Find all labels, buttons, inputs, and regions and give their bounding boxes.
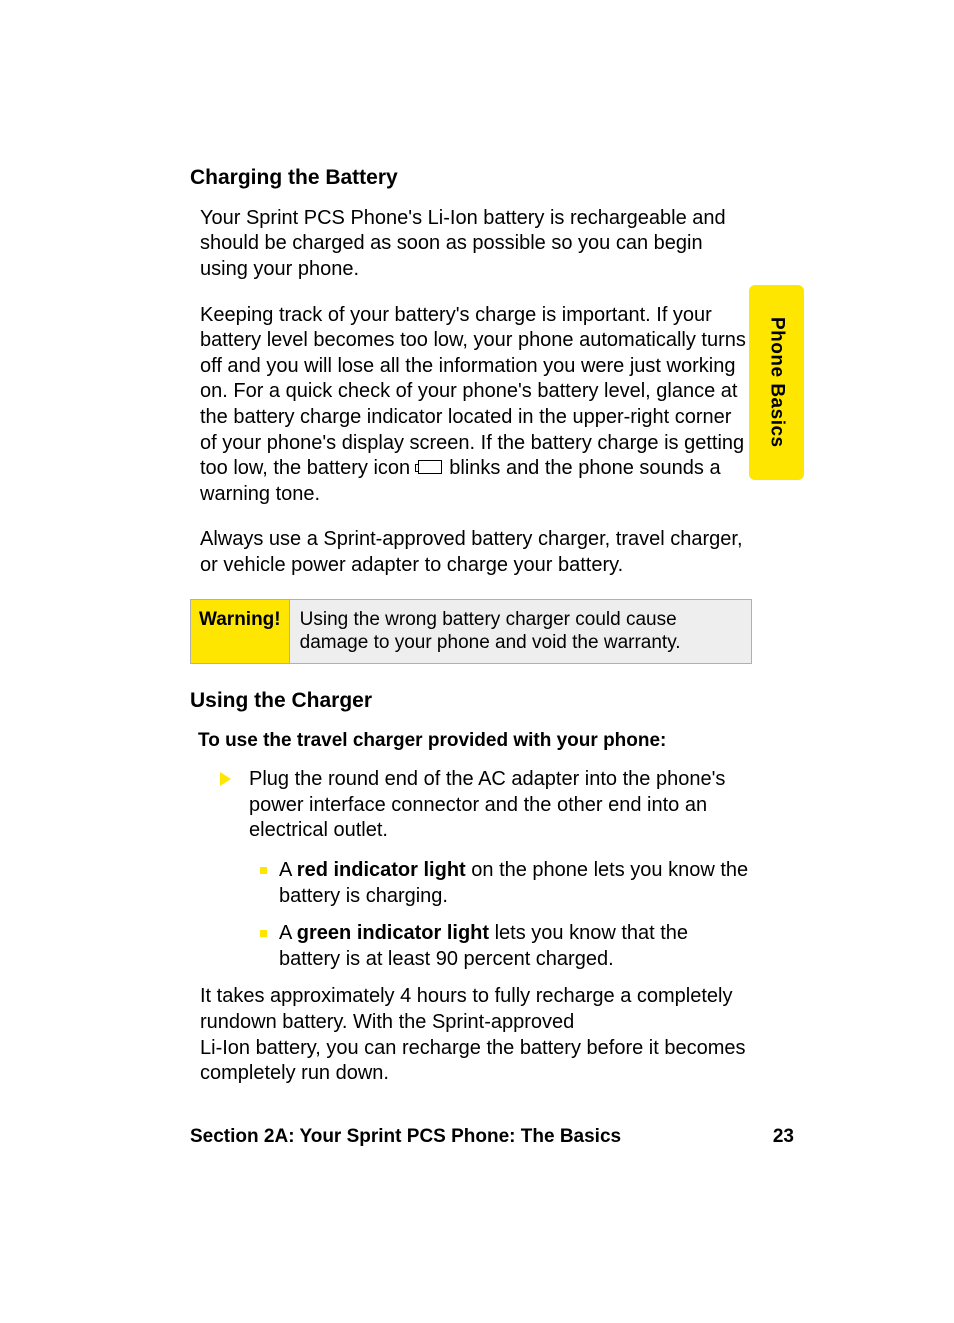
sub-text: A green indicator light lets you know th… xyxy=(279,921,750,972)
text-span: Keeping track of your battery's charge i… xyxy=(200,304,746,480)
sub-text: A red indicator light on the phone lets … xyxy=(279,858,750,909)
battery-icon xyxy=(418,460,442,474)
bold-text: green indicator light xyxy=(297,922,489,944)
square-bullet-icon xyxy=(260,867,267,874)
warning-text: Using the wrong battery charger could ca… xyxy=(290,600,751,664)
paragraph: It takes approximately 4 hours to fully … xyxy=(200,984,750,1086)
document-page: Phone Basics Charging the Battery Your S… xyxy=(0,0,954,1323)
lead-text: To use the travel charger provided with … xyxy=(198,729,750,753)
content-column: Charging the Battery Your Sprint PCS Pho… xyxy=(190,165,750,1087)
paragraph: Always use a Sprint-approved battery cha… xyxy=(200,527,750,578)
warning-label: Warning! xyxy=(191,600,290,664)
sub-item: A green indicator light lets you know th… xyxy=(260,921,750,972)
page-footer: Section 2A: Your Sprint PCS Phone: The B… xyxy=(190,1126,794,1148)
text-span: A xyxy=(279,859,297,881)
paragraph: Keeping track of your battery's charge i… xyxy=(200,303,750,508)
section-tab-label: Phone Basics xyxy=(766,317,788,448)
paragraph: Your Sprint PCS Phone's Li-Ion battery i… xyxy=(200,206,750,283)
section-tab: Phone Basics xyxy=(749,285,804,480)
square-bullet-icon xyxy=(260,930,267,937)
heading-using: Using the Charger xyxy=(190,688,750,715)
warning-box: Warning! Using the wrong battery charger… xyxy=(190,599,752,665)
heading-charging: Charging the Battery xyxy=(190,165,750,192)
step-item: Plug the round end of the AC adapter int… xyxy=(220,767,750,844)
step-text: Plug the round end of the AC adapter int… xyxy=(249,767,750,844)
footer-page-number: 23 xyxy=(773,1126,794,1148)
triangle-bullet-icon xyxy=(220,772,231,786)
text-span: A xyxy=(279,922,297,944)
bold-text: red indicator light xyxy=(297,859,466,881)
sub-item: A red indicator light on the phone lets … xyxy=(260,858,750,909)
footer-section-label: Section 2A: Your Sprint PCS Phone: The B… xyxy=(190,1126,621,1148)
